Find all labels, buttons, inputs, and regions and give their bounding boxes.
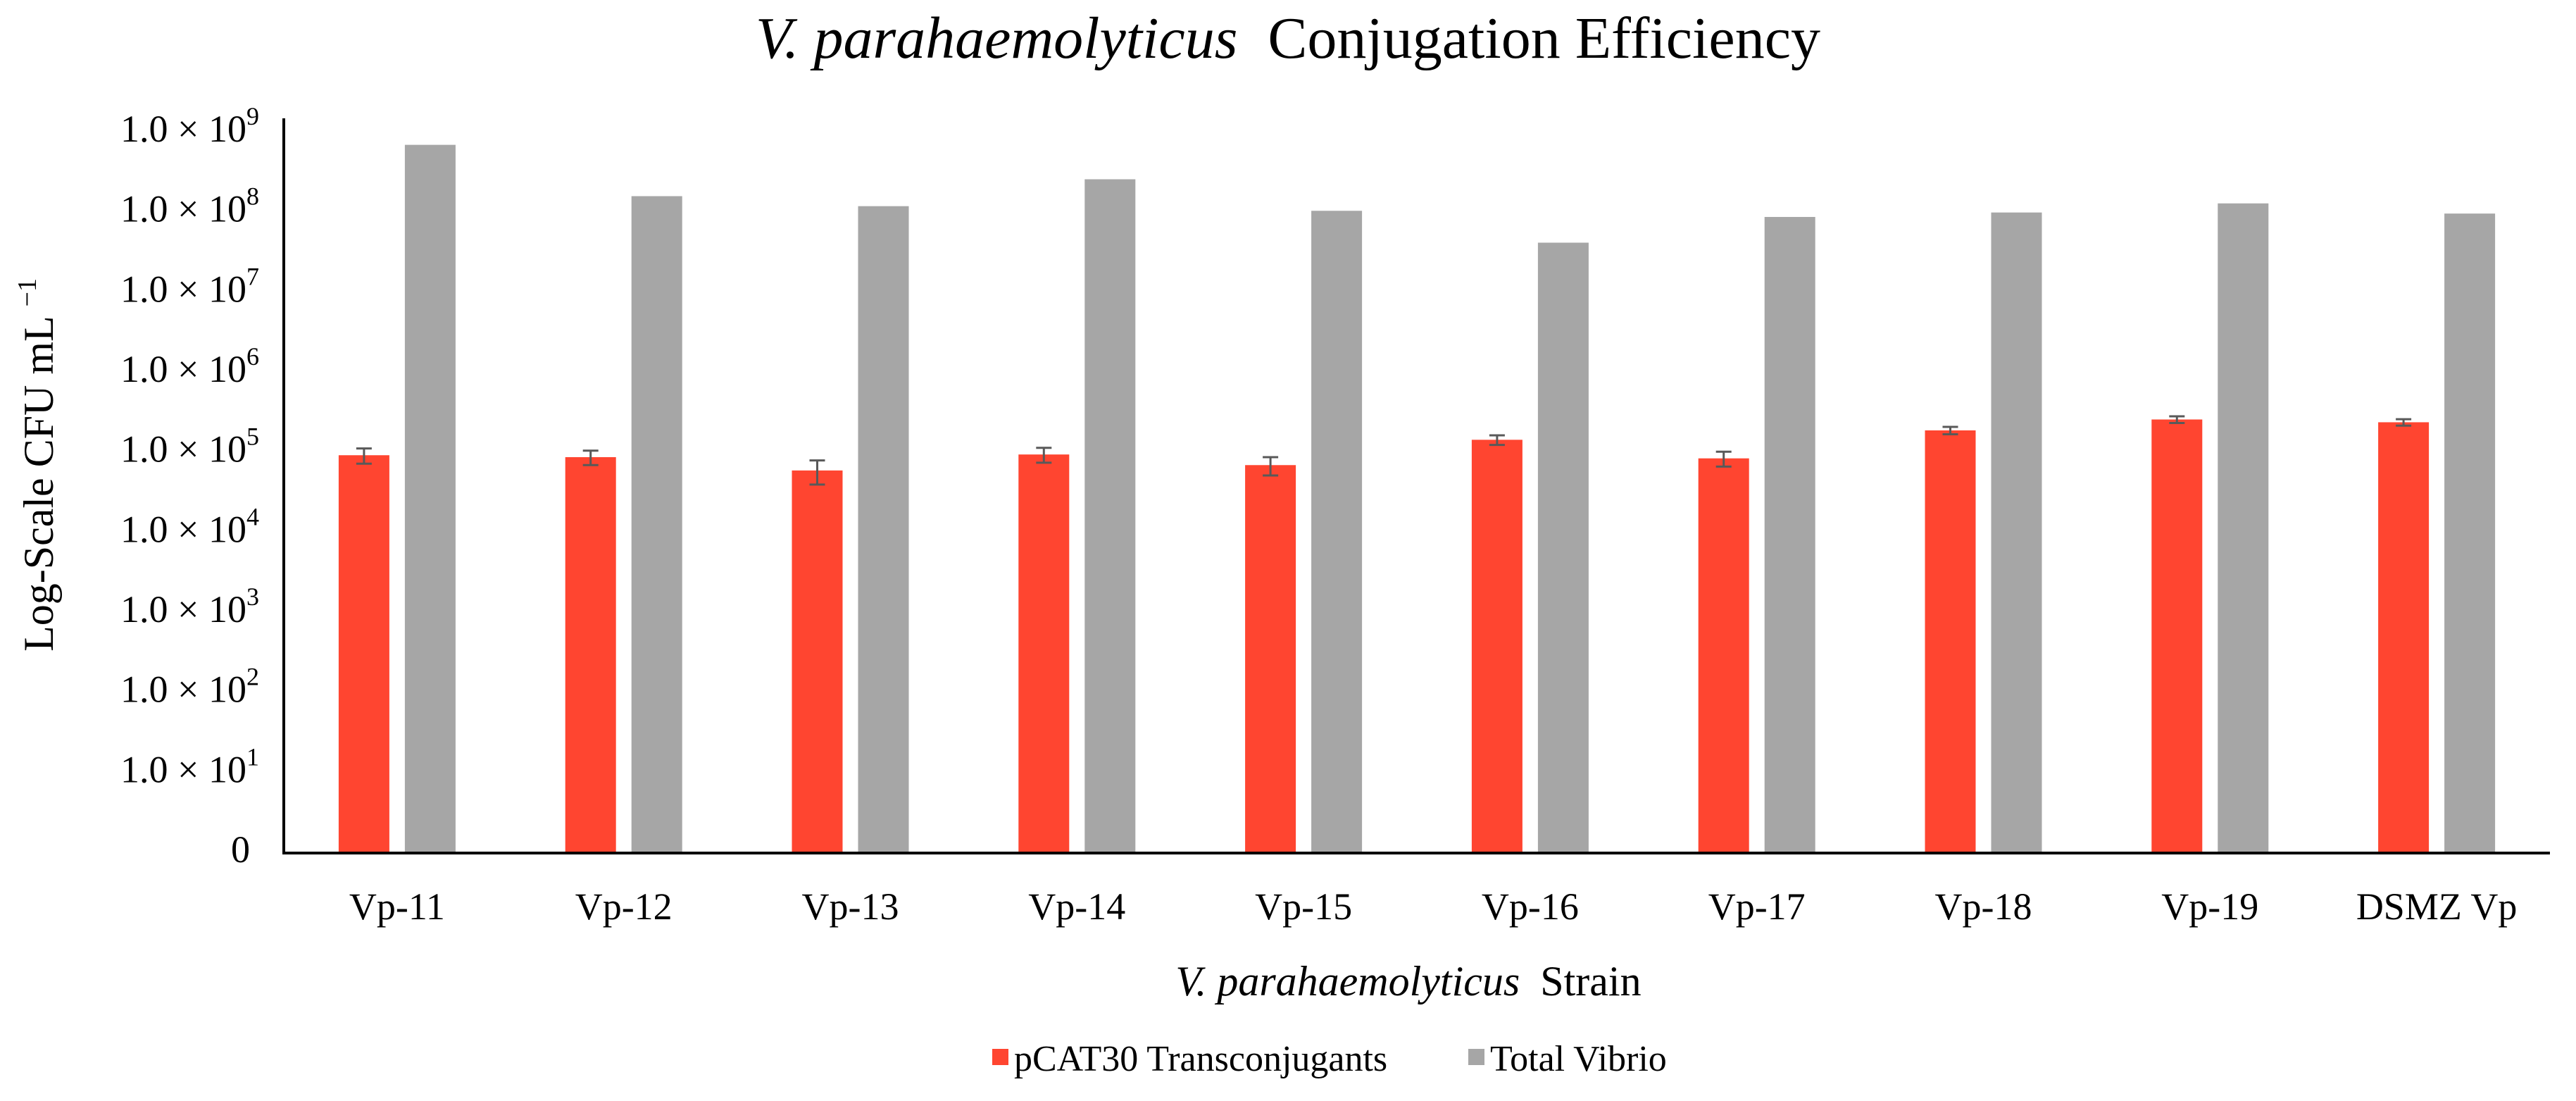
- x-axis-ticks: Vp-11 Vp-12 Vp-13 Vp-14 Vp-15 Vp-16 Vp-17 Vp-18…: [349, 885, 2517, 928]
- error-bar: [2396, 418, 2412, 427]
- transconjugants-bar: [1698, 458, 1749, 853]
- x-tick-label: Vp-11: [349, 885, 445, 928]
- chart-title-italic: V. parahaemolyticus: [756, 6, 1237, 71]
- y-tick-exponent: 5: [246, 423, 259, 451]
- y-axis-title: Log-Scale CFU mL −1: [13, 278, 62, 652]
- x-tick-label: Vp-18: [1935, 885, 2032, 928]
- y-axis-title-superscript: −1: [13, 278, 42, 306]
- x-axis-title-italic: V. parahaemolyticus: [1175, 958, 1520, 1004]
- y-tick-label: 1.0 × 102: [120, 663, 259, 711]
- legend-label-total-vibrio: Total Vibrio: [1490, 1039, 1667, 1079]
- total-vibrio-bar: [2444, 213, 2496, 853]
- y-tick-exponent: 4: [246, 502, 259, 530]
- total-vibrio-bar: [631, 196, 682, 853]
- x-tick-label: Vp-17: [1708, 885, 1806, 928]
- error-bar: [809, 459, 825, 486]
- y-tick-exponent: 2: [246, 663, 259, 691]
- y-tick-label: 1.0 × 106: [120, 342, 259, 390]
- y-tick-mantissa: 1.0 × 10: [120, 668, 246, 711]
- x-tick-label: Vp-15: [1255, 885, 1352, 928]
- total-vibrio-bar: [1764, 216, 1815, 853]
- y-tick-mantissa: 0: [231, 828, 250, 871]
- transconjugants-bar: [2378, 422, 2430, 853]
- error-bar: [582, 449, 599, 466]
- legend-swatch-transconjugants: [992, 1049, 1008, 1065]
- error-bar: [1489, 434, 1505, 447]
- legend-swatch-total-vibrio: [1468, 1049, 1484, 1065]
- x-tick-label: Vp-12: [575, 885, 673, 928]
- y-tick-exponent: 3: [246, 583, 259, 611]
- y-tick-label: 1.0 × 101: [120, 742, 259, 790]
- y-tick-label: 0: [231, 828, 250, 871]
- transconjugants-bar: [1471, 440, 1523, 853]
- y-tick-mantissa: 1.0 × 10: [120, 268, 246, 310]
- y-tick-label: 1.0 × 109: [120, 102, 259, 150]
- y-tick-exponent: 9: [246, 102, 259, 130]
- total-vibrio-bar: [404, 144, 456, 854]
- x-axis-title-rest: Strain: [1540, 958, 1641, 1004]
- y-tick-label: 1.0 × 105: [120, 423, 259, 471]
- x-tick-label: Vp-19: [2161, 885, 2258, 928]
- total-vibrio-bar: [2218, 203, 2269, 854]
- y-tick-exponent: 8: [246, 182, 259, 211]
- error-bar: [1263, 456, 1279, 477]
- x-tick-label: Vp-16: [1482, 885, 1579, 928]
- total-vibrio-bar: [1991, 212, 2042, 854]
- total-vibrio-bar: [1537, 242, 1589, 853]
- y-tick-label: 1.0 × 104: [120, 502, 259, 550]
- x-axis-title: V. parahaemolyticus Strain: [1175, 958, 1641, 1004]
- transconjugants-bar: [792, 470, 843, 853]
- error-bar: [1715, 450, 1732, 468]
- y-axis-title-main: Log-Scale CFU mL: [15, 318, 62, 652]
- bars-layer: [338, 144, 2496, 854]
- y-tick-exponent: 7: [246, 262, 259, 290]
- x-tick-label: Vp-13: [802, 885, 899, 928]
- x-tick-label: Vp-14: [1028, 885, 1125, 928]
- legend: pCAT30 Transconjugants Total Vibrio: [992, 1039, 1667, 1079]
- error-bar: [1036, 447, 1052, 464]
- transconjugants-bar: [1018, 454, 1070, 853]
- error-bars-layer: [356, 415, 2412, 486]
- error-bar: [1942, 425, 1958, 435]
- error-bar: [356, 447, 372, 465]
- total-vibrio-bar: [1084, 179, 1136, 853]
- y-tick-exponent: 1: [246, 742, 259, 771]
- total-vibrio-bar: [1311, 211, 1363, 853]
- transconjugants-bar: [1245, 465, 1296, 853]
- transconjugants-bar: [2151, 419, 2203, 853]
- y-tick-mantissa: 1.0 × 10: [120, 748, 246, 790]
- y-tick-mantissa: 1.0 × 10: [120, 588, 246, 630]
- y-tick-mantissa: 1.0 × 10: [120, 428, 246, 471]
- y-tick-mantissa: 1.0 × 10: [120, 188, 246, 230]
- x-tick-label: DSMZ Vp: [2356, 885, 2518, 928]
- legend-label-transconjugants: pCAT30 Transconjugants: [1014, 1039, 1387, 1079]
- y-tick-label: 1.0 × 107: [120, 262, 259, 310]
- transconjugants-bar: [565, 456, 616, 853]
- y-tick-label: 1.0 × 108: [120, 182, 259, 230]
- chart-title-rest: Conjugation Efficiency: [1268, 6, 1820, 71]
- transconjugants-bar: [1925, 430, 1976, 853]
- y-tick-exponent: 6: [246, 342, 259, 371]
- y-tick-label: 1.0 × 103: [120, 583, 259, 630]
- total-vibrio-bar: [858, 206, 909, 854]
- error-bar: [2169, 415, 2185, 424]
- chart-title: V. parahaemolyticus Conjugation Efficien…: [756, 6, 1820, 71]
- y-tick-mantissa: 1.0 × 10: [120, 348, 246, 390]
- transconjugants-bar: [338, 455, 389, 853]
- y-tick-mantissa: 1.0 × 10: [120, 108, 246, 150]
- y-tick-mantissa: 1.0 × 10: [120, 508, 246, 550]
